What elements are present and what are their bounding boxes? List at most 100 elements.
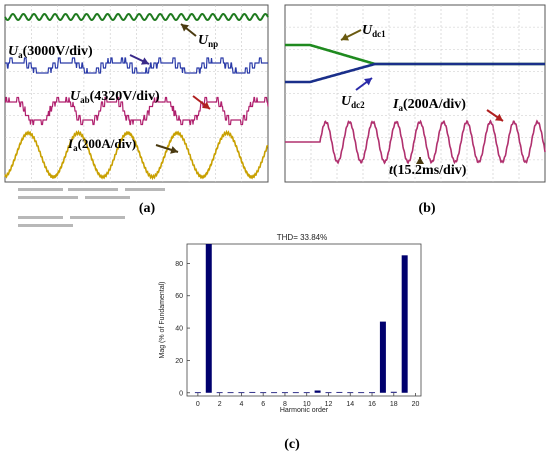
x-tick-label: 6 — [261, 401, 265, 408]
label-ua-main: U — [8, 44, 19, 59]
bar-harmonic-10 — [303, 392, 310, 394]
y-tick-label: 0 — [179, 390, 183, 397]
label-ua-rest: (3000V/div) — [23, 44, 93, 59]
trace-ia-a — [4, 129, 269, 181]
panel-b-traces — [285, 43, 546, 165]
panel-b: Udc1 Udc2 Ia(200A/div) t(15.2ms/div) (b) — [284, 4, 546, 216]
label-udc1: Udc1 — [362, 23, 386, 39]
bar-harmonic-3 — [227, 392, 234, 394]
x-tick-label: 10 — [303, 401, 311, 408]
x-tick-label: 16 — [368, 401, 376, 408]
bar-harmonic-1 — [205, 244, 212, 393]
caption-c: (c) — [284, 437, 300, 452]
caption-a: (a) — [139, 201, 156, 216]
label-ua: Ua(3000V/div) — [8, 44, 93, 60]
bar-harmonic-15 — [358, 392, 365, 394]
arrow-unp-head — [181, 24, 189, 32]
bar-harmonic-16 — [369, 392, 376, 394]
label-ia-b-main: I — [392, 97, 399, 112]
ghost-block-5 — [85, 196, 130, 199]
bar-harmonic-13 — [336, 391, 343, 393]
label-time-main: t — [389, 163, 394, 178]
bar-harmonic-12 — [325, 392, 332, 394]
trace-uab — [4, 96, 269, 126]
bar-harmonic-9 — [292, 392, 299, 394]
ghost-block-2 — [68, 188, 118, 191]
x-tick-label: 18 — [390, 401, 398, 408]
ghost-block-3 — [125, 188, 165, 191]
panel-b-arrows — [340, 29, 504, 164]
label-ia-b-rest: (200A/div) — [403, 97, 466, 112]
x-tick-label: 2 — [218, 401, 222, 408]
x-tick-label: 0 — [196, 401, 200, 408]
bar-harmonic-8 — [281, 392, 288, 394]
x-axis-label: Harmonic order — [280, 407, 329, 414]
arrow-uab-head — [202, 101, 210, 109]
label-ia-a: Ia(200A/div) — [67, 136, 136, 153]
x-tick-label: 14 — [346, 401, 354, 408]
arrow-time-stub-head — [416, 157, 424, 164]
x-tick-label: 20 — [412, 401, 420, 408]
ghost-block-4 — [18, 196, 78, 199]
label-udc2-main: U — [341, 94, 352, 109]
ghost-block-8 — [18, 224, 73, 227]
trace-ia-b — [285, 119, 546, 165]
trace-ua — [5, 57, 268, 74]
label-unp: Unp — [198, 33, 218, 49]
label-ua-sub: a — [18, 50, 23, 60]
x-tick-label: 12 — [325, 401, 333, 408]
label-udc1-sub: dc1 — [372, 29, 386, 39]
label-udc1-main: U — [362, 23, 373, 38]
label-ia-a-sub: a — [73, 143, 78, 153]
y-tick-label: 80 — [175, 261, 183, 268]
bar-harmonic-5 — [249, 391, 256, 393]
bar-harmonic-14 — [347, 392, 354, 394]
bar-harmonic-2 — [216, 392, 223, 394]
bar-harmonic-19 — [401, 255, 408, 393]
ghost-block-6 — [18, 216, 63, 219]
bar-harmonic-6 — [260, 392, 267, 394]
label-unp-sub: np — [208, 39, 218, 49]
bar-harmonic-7 — [271, 392, 278, 394]
label-uab: Uab(4320V/div) — [70, 89, 160, 105]
arrow-ia-a-head — [170, 146, 178, 154]
panel-a-arrows — [129, 23, 211, 154]
x-tick-label: 8 — [283, 401, 287, 408]
label-udc2: Udc2 — [341, 94, 365, 110]
arrow-ua-head — [140, 57, 149, 65]
arrow-udc1-head — [341, 33, 350, 41]
label-uab-main: U — [70, 89, 81, 104]
label-ia-a-rest: (200A/div) — [78, 136, 137, 151]
label-ia-a-main: I — [67, 136, 74, 151]
x-axis-ticks: 0 2 4 6 8 10 12 14 16 18 20 — [196, 393, 420, 408]
panel-a: Unp Ua(3000V/div) Uab(4320V/div) Ia(200A… — [4, 4, 269, 227]
label-ia-b: Ia(200A/div) — [392, 97, 466, 113]
y-tick-label: 40 — [175, 326, 183, 333]
bar-harmonic-0 — [194, 392, 201, 394]
label-unp-main: U — [198, 33, 209, 48]
arrow-udc2-head — [364, 78, 372, 86]
arrow-ia-b-head — [494, 113, 503, 121]
trace-unp — [4, 12, 269, 22]
panel-a-traces — [4, 12, 269, 181]
label-time: t(15.2ms/div) — [389, 163, 467, 178]
chart-title: THD= 33.84% — [277, 233, 327, 242]
y-axis-ticks: 0 20 40 60 80 — [175, 261, 190, 397]
ghost-block-1 — [18, 188, 63, 191]
y-tick-label: 20 — [175, 358, 183, 365]
trace-udc2 — [285, 62, 545, 84]
bar-harmonic-4 — [238, 392, 245, 394]
label-time-rest: (15.2ms/div) — [393, 163, 467, 178]
y-axis-label: Mag (% of Fundamental) — [159, 281, 166, 358]
label-uab-rest: (4320V/div) — [90, 89, 160, 104]
label-udc2-sub: dc2 — [351, 100, 365, 110]
bar-series — [194, 244, 408, 394]
bar-harmonic-18 — [390, 391, 397, 393]
caption-b: (b) — [418, 201, 435, 216]
panel-a-ghost-text — [18, 188, 165, 227]
bar-harmonic-11 — [314, 390, 321, 393]
label-uab-sub: ab — [80, 95, 90, 105]
bar-harmonic-17 — [379, 321, 386, 393]
